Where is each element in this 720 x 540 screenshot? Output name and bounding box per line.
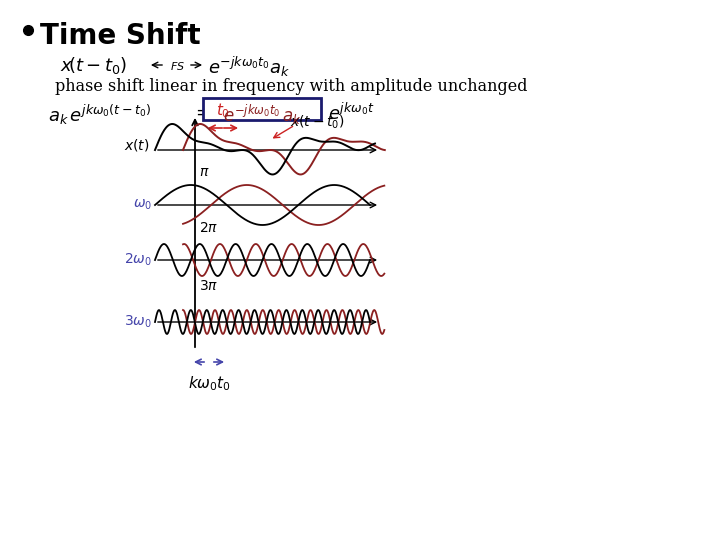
Text: Time Shift: Time Shift: [40, 22, 201, 50]
Bar: [203, 98, 321, 120]
Text: $x(t)$: $x(t)$: [125, 137, 150, 153]
Text: $k\omega_0 t_0$: $k\omega_0 t_0$: [187, 374, 230, 393]
Text: $\pi$: $\pi$: [199, 165, 210, 179]
Text: $FS$: $FS$: [170, 60, 185, 72]
Text: $=$: $=$: [192, 103, 211, 121]
Text: $a_k\,e^{jk\omega_0(t-t_0)}$: $a_k\,e^{jk\omega_0(t-t_0)}$: [48, 103, 151, 127]
Text: $3\pi$: $3\pi$: [199, 279, 218, 293]
Text: phase shift linear in frequency with amplitude unchanged: phase shift linear in frequency with amp…: [55, 78, 528, 95]
Text: $2\pi$: $2\pi$: [199, 220, 218, 234]
Text: $x\!\left(t-t_0\right)$: $x\!\left(t-t_0\right)$: [60, 55, 127, 76]
Text: $e^{-jk\omega_0 t_0}a_k$: $e^{-jk\omega_0 t_0}a_k$: [208, 55, 290, 79]
Text: $3\omega_0$: $3\omega_0$: [124, 314, 152, 330]
Text: $\omega_0$: $\omega_0$: [133, 198, 152, 212]
Text: $t_0$: $t_0$: [216, 102, 230, 120]
Text: $2\omega_0$: $2\omega_0$: [124, 252, 152, 268]
Text: $e^{-jk\omega_0 t_0}\,a_k$: $e^{-jk\omega_0 t_0}\,a_k$: [222, 103, 301, 127]
Text: $x(t-t_0)$: $x(t-t_0)$: [290, 113, 345, 131]
Text: $e^{jk\omega_0 t}$: $e^{jk\omega_0 t}$: [328, 103, 374, 124]
